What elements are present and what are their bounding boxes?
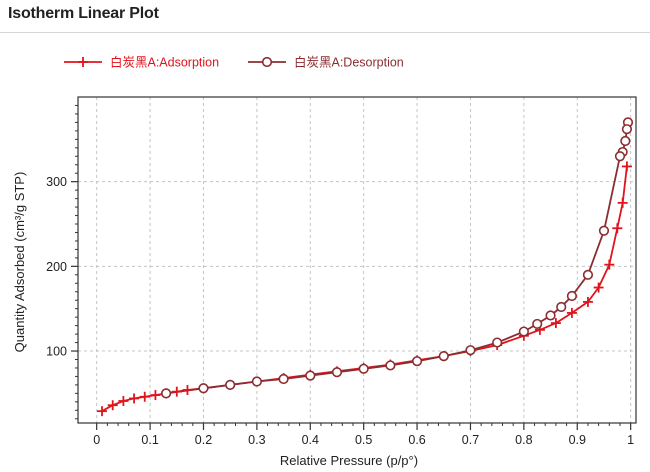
x-tick-label: 0.1 [141, 433, 158, 447]
y-tick-label: 300 [46, 175, 67, 189]
x-tick-label: 0.8 [515, 433, 532, 447]
desorption-point [278, 373, 289, 385]
adsorption-point [582, 296, 593, 307]
x-tick-label: 0.4 [302, 433, 319, 447]
y-tick-label: 100 [46, 345, 67, 359]
legend-desorption: 白炭黑A:Desorption [248, 55, 404, 70]
adsorption-point [612, 223, 623, 234]
adsorption-line [101, 166, 628, 412]
desorption-point [620, 135, 631, 147]
desorption-point [598, 225, 610, 236]
adsorption-point [604, 259, 615, 270]
desorption-point [225, 379, 236, 390]
desorption-point [582, 269, 594, 280]
adsorption-point [139, 391, 150, 402]
desorption-point [566, 290, 578, 302]
adsorption-point [118, 395, 129, 406]
desorption-point [358, 363, 369, 374]
legend-adsorption-label: 白炭黑A:Adsorption [110, 55, 219, 70]
legend-desorption-label: 白炭黑A:Desorption [294, 55, 404, 70]
adsorption-point [621, 161, 632, 172]
plot-frame [77, 96, 637, 424]
desorption-point [411, 356, 423, 367]
axes: 0 0.1 0.2 0.3 0.4 0.5 0.6 0.7 0.8 0.9 1 100 200 300 Re… [12, 96, 637, 468]
x-tick-label: 0.7 [462, 433, 479, 447]
legend-adsorption-marker [78, 57, 88, 67]
desorption-point [614, 151, 626, 162]
desorption-point [532, 318, 543, 330]
adsorption-point [182, 384, 193, 395]
series-layer [97, 117, 634, 417]
adsorption-point [171, 386, 182, 397]
x-tick-label: 0.2 [195, 433, 212, 447]
desorption-point [331, 367, 343, 378]
desorption-point [621, 124, 633, 135]
desorption-point [556, 301, 567, 313]
desorption-point [492, 337, 503, 348]
adsorption-point [150, 390, 161, 401]
x-axis-label: Relative Pressure (p/p°) [280, 453, 418, 468]
page-title: Isotherm Linear Plot [8, 5, 159, 22]
desorption-point [385, 360, 396, 371]
desorption-point [198, 383, 209, 394]
y-axis-label: Quantity Adsorbed (cm³/g STP) [12, 172, 27, 353]
adsorption-point [550, 318, 561, 329]
desorption-point [438, 351, 449, 362]
desorption-point [545, 310, 556, 321]
y-tick-label: 200 [46, 260, 67, 274]
desorption-point [251, 376, 262, 387]
x-tick-label: 1 [627, 433, 634, 447]
legend-adsorption: 白炭黑A:Adsorption [64, 55, 219, 70]
x-tick-label: 0 [93, 433, 100, 447]
x-tick-label: 0.6 [408, 433, 425, 447]
adsorption-point [129, 393, 140, 404]
grid [78, 97, 636, 423]
legend-desorption-marker [261, 56, 273, 68]
adsorption-point [107, 400, 118, 411]
adsorption-point [593, 282, 604, 293]
x-tick-label: 0.9 [569, 433, 586, 447]
desorption-point [465, 345, 476, 356]
adsorption-point [566, 307, 577, 318]
desorption-point [305, 370, 316, 381]
desorption-point [161, 388, 172, 399]
desorption-line [165, 122, 629, 395]
desorption-point [518, 326, 529, 337]
adsorption-point [617, 197, 628, 208]
x-tick-label: 0.5 [355, 433, 372, 447]
title-divider [0, 32, 650, 33]
adsorption-point [97, 406, 108, 417]
x-tick-label: 0.3 [248, 433, 265, 447]
legend: 白炭黑A:Adsorption 白炭黑A:Desorption [64, 55, 404, 70]
